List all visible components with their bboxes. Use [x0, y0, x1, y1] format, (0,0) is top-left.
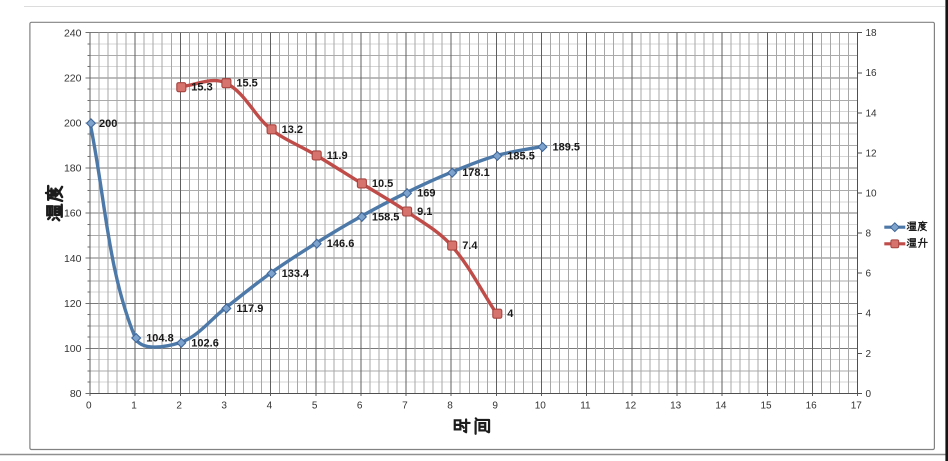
svg-text:17: 17 [851, 400, 863, 411]
svg-text:11.9: 11.9 [327, 150, 348, 162]
svg-text:10: 10 [535, 400, 547, 411]
svg-text:12: 12 [625, 400, 637, 411]
svg-text:104.8: 104.8 [146, 333, 174, 345]
svg-text:133.4: 133.4 [282, 268, 310, 280]
svg-text:4: 4 [267, 400, 273, 411]
svg-text:13: 13 [670, 400, 682, 411]
svg-text:18: 18 [866, 28, 878, 39]
svg-text:15.5: 15.5 [236, 78, 257, 90]
svg-text:102.6: 102.6 [191, 337, 219, 349]
svg-text:15.3: 15.3 [191, 82, 212, 94]
svg-text:4: 4 [866, 309, 872, 320]
svg-text:140: 140 [64, 253, 82, 265]
svg-text:117.9: 117.9 [236, 303, 263, 315]
svg-text:0: 0 [866, 389, 872, 400]
svg-text:0: 0 [86, 400, 92, 411]
svg-text:7.4: 7.4 [462, 240, 478, 252]
svg-text:9: 9 [492, 400, 498, 411]
svg-text:6: 6 [357, 400, 363, 411]
svg-text:178.1: 178.1 [462, 167, 490, 179]
svg-text:3: 3 [221, 400, 227, 411]
svg-text:5: 5 [312, 400, 318, 411]
svg-text:11: 11 [580, 400, 591, 411]
svg-text:9.1: 9.1 [417, 206, 432, 218]
svg-text:200: 200 [64, 118, 82, 130]
svg-text:10: 10 [866, 189, 878, 200]
svg-text:220: 220 [64, 72, 82, 84]
svg-text:120: 120 [64, 298, 82, 310]
svg-text:100: 100 [64, 343, 82, 355]
svg-text:146.6: 146.6 [327, 238, 355, 250]
svg-text:8: 8 [866, 229, 872, 240]
svg-text:2: 2 [866, 349, 872, 360]
svg-text:169: 169 [417, 188, 435, 200]
svg-text:180: 180 [64, 163, 82, 175]
svg-text:14: 14 [866, 108, 878, 119]
svg-text:10.5: 10.5 [372, 178, 393, 190]
svg-text:185.5: 185.5 [507, 151, 535, 163]
svg-text:16: 16 [866, 68, 878, 79]
svg-text:6: 6 [866, 269, 872, 280]
svg-text:158.5: 158.5 [372, 211, 400, 223]
svg-text:16: 16 [806, 400, 818, 411]
svg-text:80: 80 [70, 388, 82, 400]
svg-text:2: 2 [176, 400, 182, 411]
svg-text:160: 160 [64, 208, 82, 220]
svg-text:14: 14 [715, 400, 727, 411]
svg-text:4: 4 [507, 308, 514, 320]
svg-text:189.5: 189.5 [553, 142, 581, 154]
svg-text:12: 12 [866, 148, 878, 159]
svg-text:200: 200 [99, 118, 117, 130]
svg-text:13.2: 13.2 [282, 124, 303, 136]
svg-text:240: 240 [64, 27, 82, 39]
svg-text:15: 15 [760, 400, 772, 411]
svg-text:8: 8 [447, 400, 453, 411]
svg-text:1: 1 [131, 400, 137, 411]
svg-text:7: 7 [402, 400, 408, 411]
